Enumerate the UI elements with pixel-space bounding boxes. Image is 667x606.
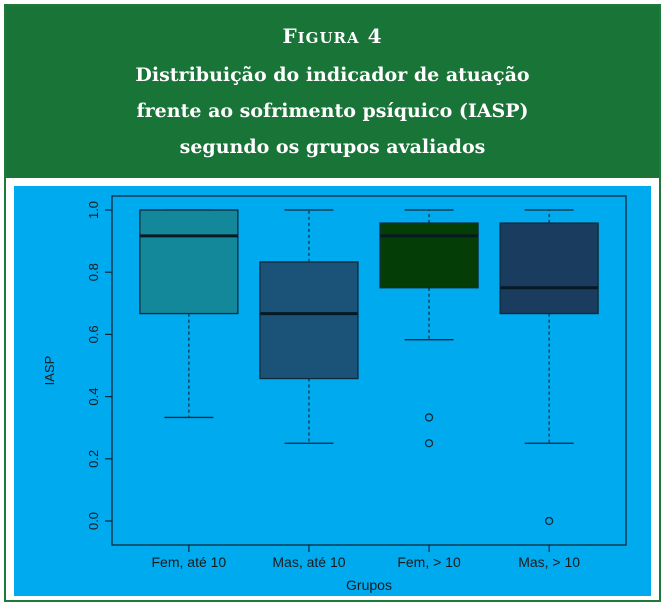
y-tick-label: 0.0 — [86, 512, 101, 530]
figure-title-line-3: segundo os grupos avaliados — [179, 136, 486, 158]
x-axis-label: Grupos — [346, 577, 392, 593]
plot-panel: 0.0 0.2 0.4 0.6 0.8 1.0 IASP Grupos Fem, até 10 M… — [14, 186, 651, 596]
plot-frame — [111, 195, 627, 546]
figure-title-line-1: Distribuição do indicador de atuação — [135, 64, 530, 86]
outlier-point — [424, 413, 434, 422]
y-tick-label: 0.6 — [86, 325, 101, 343]
outlier-point — [424, 439, 434, 448]
figure-title-line-2: frente ao sofrimento psíquico (IASP) — [136, 100, 529, 122]
figure-header: FIGURA 4 Distribuição do indicador de at… — [6, 6, 659, 178]
figure-label: FIGURA 4 — [6, 24, 659, 48]
box-iqr — [259, 261, 359, 380]
x-tick-label: Mas, > 10 — [518, 554, 580, 570]
figure-frame: FIGURA 4 Distribuição do indicador de at… — [4, 4, 661, 602]
y-tick-label: 0.2 — [86, 450, 101, 468]
boxplot-chart: 0.0 0.2 0.4 0.6 0.8 1.0 IASP Grupos Fem, até 10 M… — [42, 195, 627, 593]
figure-label-initial: F — [282, 24, 298, 48]
x-tick-label: Fem, > 10 — [397, 554, 461, 570]
box-iqr — [379, 222, 479, 289]
plot-area: 0.0 0.2 0.4 0.6 0.8 1.0 IASP Grupos Fem, até 10 M… — [42, 195, 627, 593]
figure-label-rest: IGURA — [297, 29, 360, 47]
y-tick-label: 0.8 — [86, 263, 101, 281]
figure-number: 4 — [367, 24, 383, 48]
box-iqr — [499, 222, 599, 315]
y-axis-label: IASP — [42, 356, 57, 386]
box-iqr — [139, 209, 239, 315]
x-tick-label: Fem, até 10 — [152, 554, 227, 570]
y-tick-label: 1.0 — [86, 201, 101, 219]
outlier-point — [544, 516, 554, 526]
y-tick-label: 0.4 — [86, 388, 101, 406]
x-tick-label: Mas, até 10 — [272, 554, 345, 570]
